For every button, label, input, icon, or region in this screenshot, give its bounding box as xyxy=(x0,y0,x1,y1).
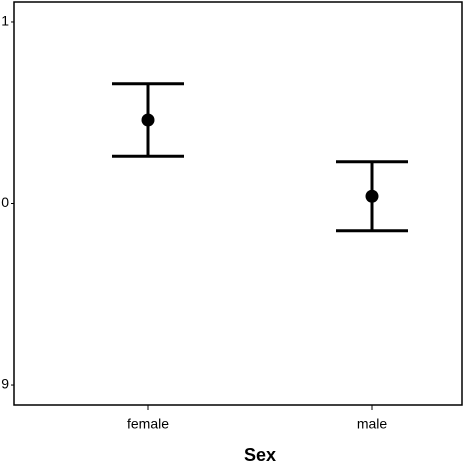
mean-point xyxy=(365,189,379,203)
mean-point xyxy=(141,113,155,127)
y-tick-label: 0 xyxy=(1,194,9,210)
y-tick-label: 1 xyxy=(1,13,9,29)
x-tick-label: male xyxy=(357,416,388,432)
x-axis-label: Sex xyxy=(244,445,276,465)
y-tick-label: 9 xyxy=(1,376,9,392)
x-tick-label: female xyxy=(127,416,169,432)
